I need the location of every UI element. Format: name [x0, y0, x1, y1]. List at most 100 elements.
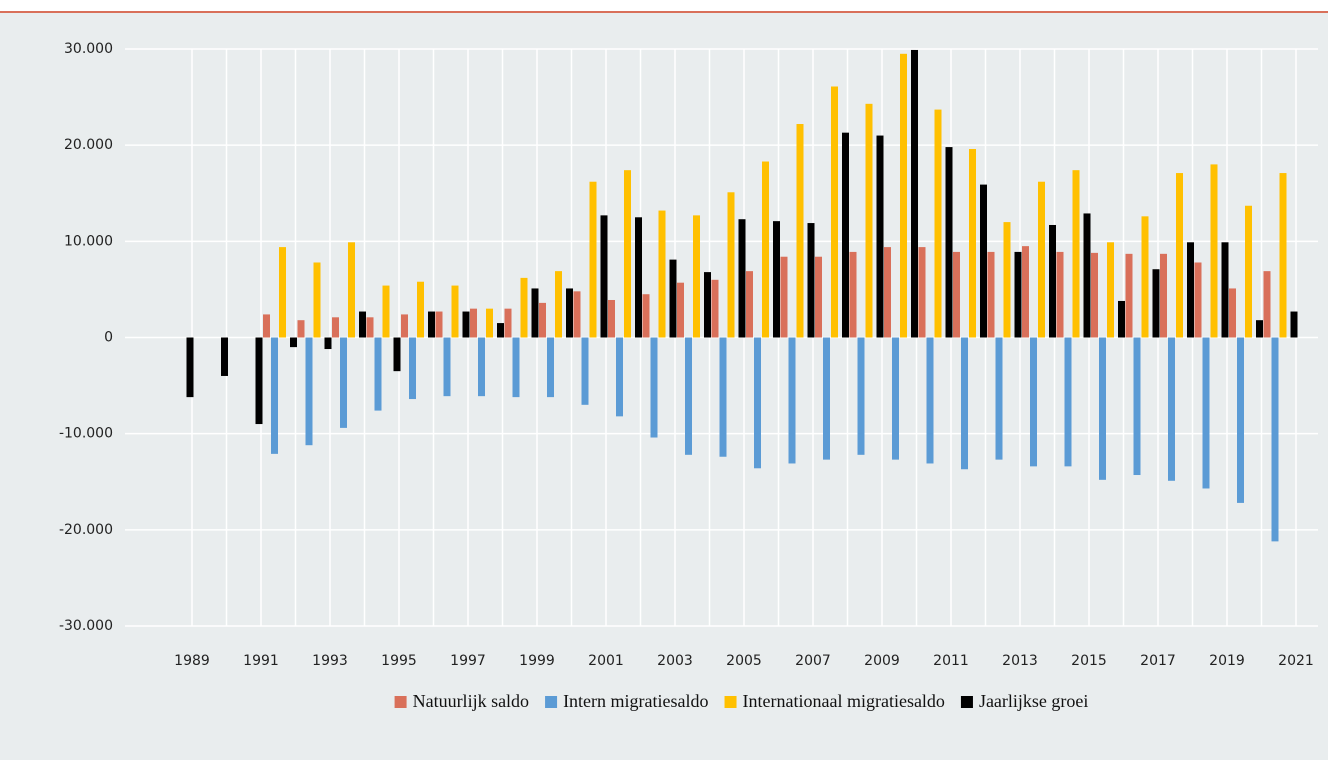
y-tick-label: 10.000 — [64, 233, 113, 249]
bar — [1125, 253, 1133, 338]
bar — [573, 291, 581, 338]
y-tick-label: -30.000 — [59, 618, 113, 634]
bar — [393, 337, 401, 372]
bar — [409, 337, 416, 400]
bar — [359, 311, 366, 338]
bar — [512, 337, 520, 398]
bar — [1221, 242, 1229, 338]
bar — [738, 219, 746, 338]
bar — [555, 271, 562, 338]
x-tick-label: 2011 — [933, 653, 969, 669]
bar — [995, 337, 1003, 460]
bar — [669, 259, 677, 338]
bar — [1168, 337, 1175, 481]
bar — [608, 299, 615, 338]
bar — [650, 337, 658, 438]
bar — [892, 337, 899, 460]
bar — [876, 135, 884, 338]
bar — [658, 210, 666, 338]
x-tick-label: 1989 — [174, 653, 210, 669]
bar — [746, 271, 753, 338]
x-tick-label: 1995 — [381, 653, 417, 669]
legend: Natuurlijk saldo Intern migratiesaldo Inte… — [394, 691, 1088, 711]
bar — [1187, 242, 1194, 338]
x-tick-label: 2001 — [588, 653, 624, 669]
bar — [539, 302, 546, 338]
x-tick-label: 2007 — [795, 653, 831, 669]
bar — [788, 337, 796, 464]
bar — [831, 86, 838, 338]
bar — [953, 251, 960, 338]
x-tick-label: 2019 — [1209, 653, 1245, 669]
bar — [1202, 337, 1210, 489]
bar — [945, 147, 953, 338]
bar — [918, 247, 926, 338]
bar — [324, 337, 332, 350]
x-tick-label: 2009 — [864, 653, 900, 669]
bar — [443, 337, 451, 397]
bar — [470, 308, 477, 338]
bar — [1083, 213, 1091, 338]
bar — [911, 49, 918, 338]
bar — [589, 181, 597, 338]
bar — [1049, 224, 1056, 338]
bar — [1118, 300, 1125, 338]
x-tick-label: 2013 — [1002, 653, 1038, 669]
x-tick-label: 2003 — [657, 653, 693, 669]
bar — [842, 132, 849, 338]
bar — [796, 124, 804, 338]
bar — [340, 337, 347, 428]
background — [0, 12, 1328, 760]
bar — [857, 337, 865, 455]
bar — [865, 103, 873, 338]
y-tick-label: 0 — [104, 330, 113, 346]
x-tick-label: 2015 — [1071, 653, 1107, 669]
y-tick-label: -10.000 — [59, 426, 113, 442]
bar — [719, 337, 727, 457]
bar — [313, 262, 321, 338]
bar — [823, 337, 830, 460]
x-tick-label: 2005 — [726, 653, 762, 669]
bar — [348, 242, 355, 338]
legend-swatch — [960, 696, 973, 708]
bar — [1176, 173, 1183, 338]
bar — [1099, 337, 1106, 480]
bar — [478, 337, 485, 397]
bar — [1003, 222, 1011, 338]
legend-label: Natuurlijk saldo — [413, 691, 529, 711]
bar — [1237, 337, 1244, 503]
bar — [815, 256, 822, 338]
y-tick-label: 20.000 — [64, 137, 113, 153]
bar — [374, 337, 382, 411]
bar — [780, 256, 788, 338]
bar — [773, 221, 780, 338]
legend-swatch — [394, 696, 407, 708]
bar — [1022, 246, 1029, 338]
bar — [279, 247, 286, 338]
bar — [1210, 164, 1218, 338]
bar — [1030, 337, 1037, 467]
bar — [704, 272, 711, 338]
legend-swatch — [724, 696, 737, 708]
x-tick-label: 2017 — [1140, 653, 1176, 669]
bar — [961, 337, 968, 470]
bar — [1256, 320, 1263, 338]
bar — [635, 217, 642, 338]
bar — [297, 320, 305, 338]
bar — [624, 170, 631, 338]
bar — [754, 337, 761, 469]
bar — [451, 285, 459, 338]
legend-swatch — [545, 696, 558, 708]
bar — [504, 308, 512, 338]
bar — [486, 308, 493, 338]
bar — [435, 311, 443, 338]
bar — [600, 215, 608, 338]
bar — [255, 337, 263, 425]
bar — [1279, 173, 1287, 338]
bar — [462, 311, 470, 338]
bar — [987, 251, 995, 338]
y-tick-label: 30.000 — [64, 41, 113, 57]
bar — [900, 53, 907, 338]
bar — [566, 288, 573, 338]
